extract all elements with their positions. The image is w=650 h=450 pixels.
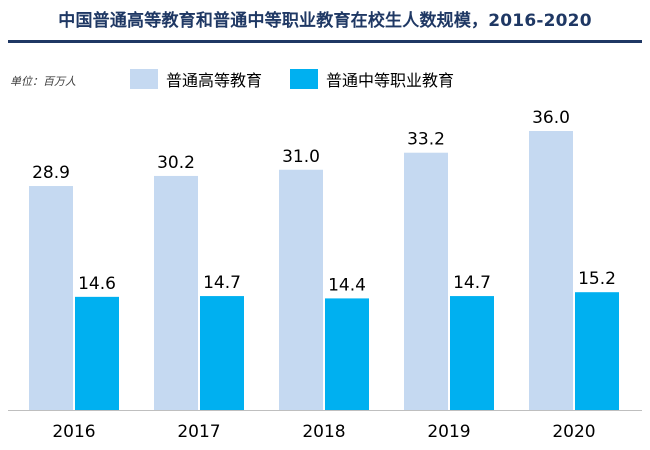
bar-higher-education-2017: [154, 175, 198, 410]
data-label-vocational-education-2016: 14.6: [78, 274, 116, 294]
x-tick-label-2017: 2017: [177, 422, 220, 442]
x-tick-label-2020: 2020: [552, 422, 595, 442]
data-label-vocational-education-2018: 14.4: [328, 275, 366, 295]
data-label-vocational-education-2020: 15.2: [578, 269, 616, 289]
data-label-vocational-education-2019: 14.7: [453, 273, 491, 293]
legend-item-vocational-education: 普通中等职业教育: [290, 67, 454, 91]
legend-label-higher-education: 普通高等教育: [166, 71, 263, 90]
data-label-higher-education-2020: 36.0: [532, 108, 570, 128]
data-label-higher-education-2017: 30.2: [157, 153, 195, 173]
unit-label: 单位：百万人: [10, 75, 76, 88]
bar-vocational-education-2020: [575, 292, 619, 410]
data-label-higher-education-2019: 33.2: [407, 130, 445, 150]
x-tick-label-2018: 2018: [302, 422, 345, 442]
legend-swatch-vocational-education: [290, 69, 318, 89]
data-label-vocational-education-2017: 14.7: [203, 273, 241, 293]
bar-higher-education-2018: [279, 169, 323, 410]
chart-title: 中国普通高等教育和普通中等职业教育在校生人数规模，2016-2020: [58, 11, 592, 31]
title-divider: [8, 40, 642, 43]
bar-vocational-education-2016: [75, 296, 119, 410]
data-label-higher-education-2018: 31.0: [282, 147, 320, 167]
legend-swatch-higher-education: [130, 69, 158, 89]
bar-vocational-education-2019: [450, 296, 494, 410]
bar-higher-education-2019: [404, 152, 448, 410]
legend-item-higher-education: 普通高等教育: [130, 67, 262, 91]
x-tick-label-2016: 2016: [52, 422, 95, 442]
bar-vocational-education-2017: [200, 296, 244, 410]
bar-vocational-education-2018: [325, 298, 369, 410]
bar-higher-education-2016: [29, 186, 73, 410]
legend-label-vocational-education: 普通中等职业教育: [326, 71, 455, 90]
data-label-higher-education-2016: 28.9: [32, 163, 70, 183]
bar-higher-education-2020: [529, 131, 573, 410]
x-tick-label-2019: 2019: [427, 422, 470, 442]
